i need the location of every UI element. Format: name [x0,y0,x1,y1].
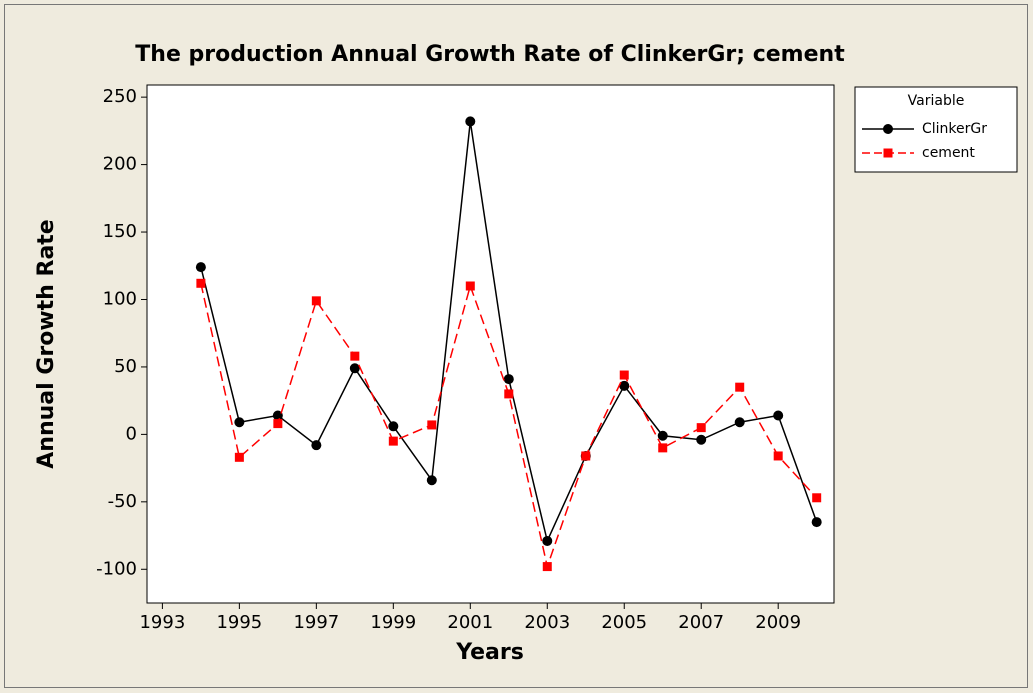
point [427,420,437,430]
point [426,475,437,486]
point [581,451,591,461]
x-axis-label: Years [455,640,524,665]
legend-swatch-marker [883,148,893,158]
x-tick-label: 1999 [370,612,416,633]
point [619,370,629,380]
point [234,417,245,428]
y-axis-label: Annual Growth Rate [34,219,59,468]
y-tick-label: 0 [126,423,137,444]
y-tick-label: -100 [96,558,137,579]
y-tick-label: -50 [108,491,137,512]
point [773,451,783,461]
point [696,434,707,445]
point [542,562,552,572]
point [658,443,668,453]
point [465,281,475,291]
point [311,296,321,306]
x-tick-label: 1995 [216,612,262,633]
y-tick-label: 100 [103,288,137,309]
point [311,440,322,451]
point [504,389,514,399]
point [696,423,706,433]
point [734,417,745,428]
y-tick-label: 150 [103,221,137,242]
legend-swatch-marker [883,124,893,134]
x-tick-label: 2007 [678,612,724,633]
point [503,374,514,385]
point [811,517,822,528]
x-tick-label: 2009 [755,612,801,633]
point [657,430,668,441]
x-tick-label: 2005 [601,612,647,633]
point [273,419,283,429]
point [272,410,283,421]
point [234,452,244,462]
chart-title: The production Annual Growth Rate of Cli… [135,42,845,67]
point [773,410,784,421]
legend-label: ClinkerGr [922,121,987,137]
point [388,421,399,432]
point [619,380,630,391]
point [542,535,553,546]
point [465,116,476,127]
point [388,436,398,446]
point [196,278,206,288]
y-tick-label: 50 [114,356,137,377]
x-tick-label: 2001 [447,612,493,633]
x-tick-label: 2003 [524,612,570,633]
point [350,351,360,361]
point [735,382,745,392]
point [349,363,360,374]
x-tick-label: 1997 [293,612,339,633]
x-tick-label: 1993 [139,612,185,633]
legend-label: cement [922,145,975,161]
y-tick-label: 200 [103,154,137,175]
legend-title: Variable [908,93,965,109]
point [195,262,206,273]
y-tick-label: 250 [103,86,137,107]
point [812,493,822,503]
